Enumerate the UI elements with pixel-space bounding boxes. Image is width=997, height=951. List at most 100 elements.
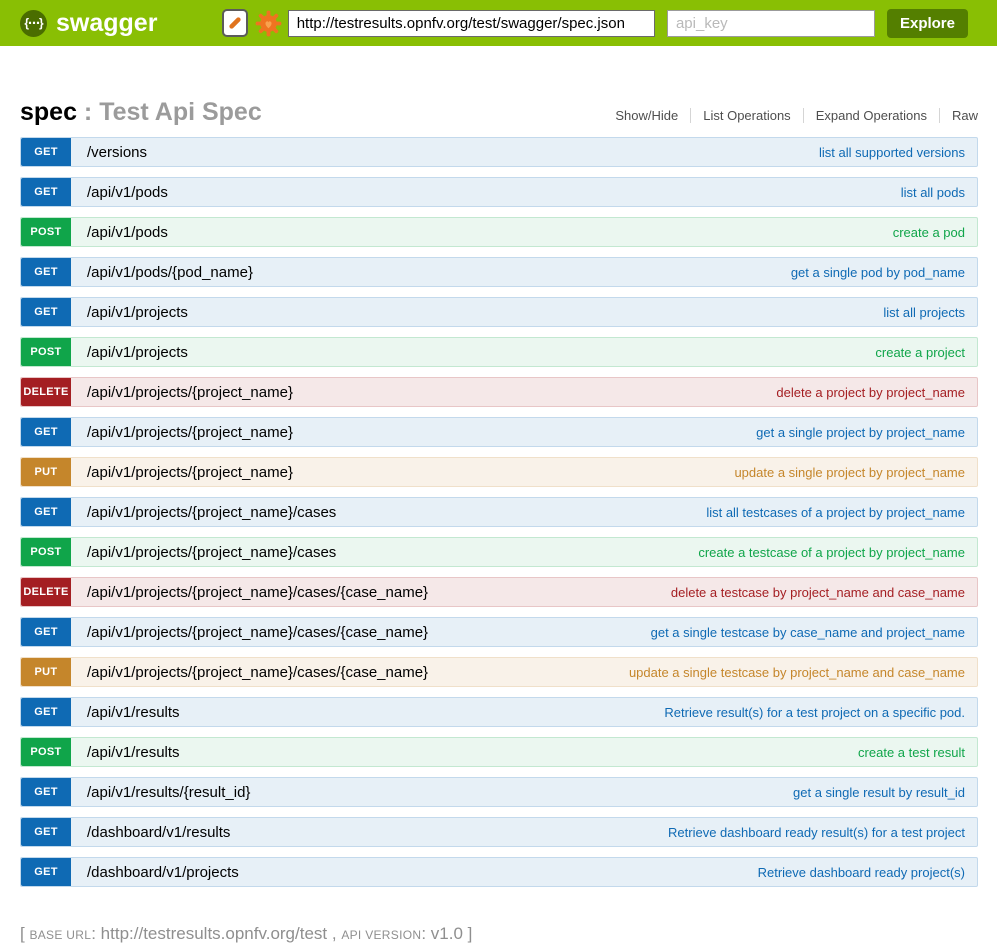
endpoint-row[interactable]: POST /api/v1/pods create a pod	[20, 217, 978, 247]
endpoint-row[interactable]: GET /dashboard/v1/projects Retrieve dash…	[20, 857, 978, 887]
endpoint-row[interactable]: PUT /api/v1/projects/{project_name}/case…	[20, 657, 978, 687]
endpoint-summary[interactable]: update a single testcase by project_name…	[628, 664, 965, 680]
endpoint-row[interactable]: GET /dashboard/v1/results Retrieve dashb…	[20, 817, 978, 847]
endpoint-path[interactable]: /api/v1/results/{result_id}	[87, 783, 251, 801]
endpoint-path[interactable]: /api/v1/pods/{pod_name}	[87, 263, 253, 281]
resource-header: spec : Test Api Spec Show/Hide List Oper…	[20, 98, 978, 127]
footer-separator: ,	[327, 924, 342, 943]
link-tool-button[interactable]	[222, 9, 248, 37]
footer-colon: :	[91, 924, 101, 943]
endpoint-summary[interactable]: create a testcase of a project by projec…	[698, 544, 965, 560]
endpoint-summary[interactable]: create a project	[875, 344, 965, 360]
list-operations-link[interactable]: List Operations	[690, 108, 802, 123]
http-method-badge: PUT	[21, 658, 71, 686]
endpoint-row[interactable]: GET /api/v1/projects/{project_name}/case…	[20, 617, 978, 647]
endpoint-row[interactable]: DELETE /api/v1/projects/{project_name}/c…	[20, 577, 978, 607]
endpoint-path[interactable]: /versions	[87, 143, 148, 161]
http-method-badge: POST	[21, 338, 71, 366]
endpoint-row[interactable]: PUT /api/v1/projects/{project_name} upda…	[20, 457, 978, 487]
endpoint-row[interactable]: DELETE /api/v1/projects/{project_name} d…	[20, 377, 978, 407]
endpoint-list: GET /versions list all supported version…	[20, 137, 978, 887]
endpoint-path[interactable]: /api/v1/results	[87, 743, 180, 761]
endpoint-summary[interactable]: list all pods	[900, 184, 965, 200]
endpoint-row[interactable]: GET /api/v1/pods list all pods	[20, 177, 978, 207]
endpoint-summary[interactable]: Retrieve dashboard ready project(s)	[757, 864, 965, 880]
api-version-label: api version	[341, 928, 422, 942]
header: {⋯} swagger Explore	[0, 0, 997, 46]
endpoint-row[interactable]: GET /api/v1/projects/{project_name} get …	[20, 417, 978, 447]
http-method-badge: GET	[21, 138, 71, 166]
http-method-badge: POST	[21, 538, 71, 566]
http-method-badge: GET	[21, 818, 71, 846]
endpoint-summary[interactable]: get a single testcase by case_name and p…	[650, 624, 965, 640]
endpoint-path[interactable]: /api/v1/results	[87, 703, 180, 721]
page-title: spec : Test Api Spec	[20, 98, 262, 127]
swagger-logo-icon: {⋯}	[20, 9, 47, 37]
endpoint-summary[interactable]: delete a project by project_name	[776, 384, 965, 400]
endpoint-row[interactable]: GET /api/v1/results Retrieve result(s) f…	[20, 697, 978, 727]
http-method-badge: POST	[21, 738, 71, 766]
endpoint-summary[interactable]: update a single project by project_name	[734, 464, 965, 480]
http-method-badge: GET	[21, 258, 71, 286]
endpoint-path[interactable]: /api/v1/pods	[87, 183, 168, 201]
link-icon	[226, 14, 244, 32]
http-method-badge: GET	[21, 178, 71, 206]
base-url-label: base url	[29, 928, 92, 942]
gear-icon	[255, 9, 282, 37]
endpoint-row[interactable]: GET /versions list all supported version…	[20, 137, 978, 167]
endpoint-summary[interactable]: get a single pod by pod_name	[790, 264, 965, 280]
endpoint-summary[interactable]: list all supported versions	[819, 144, 965, 160]
expand-operations-link[interactable]: Expand Operations	[802, 108, 939, 123]
endpoint-row[interactable]: GET /api/v1/projects list all projects	[20, 297, 978, 327]
resource-name: spec	[20, 98, 77, 126]
endpoint-summary[interactable]: get a single result by result_id	[793, 784, 965, 800]
endpoint-row[interactable]: GET /api/v1/results/{result_id} get a si…	[20, 777, 978, 807]
endpoint-summary[interactable]: create a pod	[892, 224, 965, 240]
explore-button[interactable]: Explore	[886, 8, 968, 38]
raw-link[interactable]: Raw	[938, 108, 978, 123]
base-url-footer: [ base url: http://testresults.opnfv.org…	[20, 924, 978, 944]
endpoint-path[interactable]: /api/v1/projects	[87, 303, 188, 321]
endpoint-row[interactable]: POST /api/v1/projects/{project_name}/cas…	[20, 537, 978, 567]
swagger-brand-link[interactable]: {⋯} swagger	[20, 9, 157, 38]
endpoint-summary[interactable]: Retrieve dashboard ready result(s) for a…	[668, 824, 965, 840]
http-method-badge: GET	[21, 498, 71, 526]
http-method-badge: POST	[21, 218, 71, 246]
endpoint-path[interactable]: /api/v1/projects/{project_name}/cases/{c…	[87, 583, 429, 601]
endpoint-path[interactable]: /api/v1/projects/{project_name}	[87, 383, 293, 401]
http-method-badge: PUT	[21, 458, 71, 486]
endpoint-path[interactable]: /api/v1/projects/{project_name}/cases	[87, 543, 337, 561]
api-version-value: v1.0	[430, 924, 463, 943]
endpoint-path[interactable]: /api/v1/pods	[87, 223, 168, 241]
http-method-badge: GET	[21, 778, 71, 806]
endpoint-summary[interactable]: list all testcases of a project by proje…	[706, 504, 965, 520]
endpoint-summary[interactable]: get a single project by project_name	[756, 424, 965, 440]
endpoint-row[interactable]: GET /api/v1/pods/{pod_name} get a single…	[20, 257, 978, 287]
http-method-badge: DELETE	[21, 578, 71, 606]
endpoint-row[interactable]: POST /api/v1/results create a test resul…	[20, 737, 978, 767]
endpoint-summary[interactable]: Retrieve result(s) for a test project on…	[664, 704, 965, 720]
endpoint-path[interactable]: /api/v1/projects/{project_name}	[87, 463, 293, 481]
show-hide-link[interactable]: Show/Hide	[615, 108, 679, 123]
endpoint-path[interactable]: /api/v1/projects/{project_name}/cases/{c…	[87, 663, 429, 681]
resource-description: : Test Api Spec	[76, 98, 262, 126]
endpoint-row[interactable]: POST /api/v1/projects create a project	[20, 337, 978, 367]
endpoint-summary[interactable]: create a test result	[858, 744, 965, 760]
base-url-value: http://testresults.opnfv.org/test	[100, 924, 328, 943]
endpoint-path[interactable]: /api/v1/projects/{project_name}/cases/{c…	[87, 623, 429, 641]
endpoint-path[interactable]: /api/v1/projects/{project_name}	[87, 423, 293, 441]
endpoint-summary[interactable]: list all projects	[883, 304, 965, 320]
endpoint-path[interactable]: /dashboard/v1/projects	[87, 863, 239, 881]
spec-url-input[interactable]	[287, 9, 655, 37]
main-content: spec : Test Api Spec Show/Hide List Oper…	[0, 98, 997, 944]
endpoint-summary[interactable]: delete a testcase by project_name and ca…	[670, 584, 965, 600]
endpoint-path[interactable]: /api/v1/projects/{project_name}/cases	[87, 503, 337, 521]
endpoint-path[interactable]: /dashboard/v1/results	[87, 823, 231, 841]
endpoint-path[interactable]: /api/v1/projects	[87, 343, 188, 361]
resource-actions: Show/Hide List Operations Expand Operati…	[603, 108, 978, 123]
http-method-badge: GET	[21, 418, 71, 446]
endpoint-row[interactable]: GET /api/v1/projects/{project_name}/case…	[20, 497, 978, 527]
api-key-input[interactable]	[666, 9, 875, 37]
brand-name: swagger	[56, 8, 158, 37]
footer-close-bracket: ]	[462, 924, 473, 943]
